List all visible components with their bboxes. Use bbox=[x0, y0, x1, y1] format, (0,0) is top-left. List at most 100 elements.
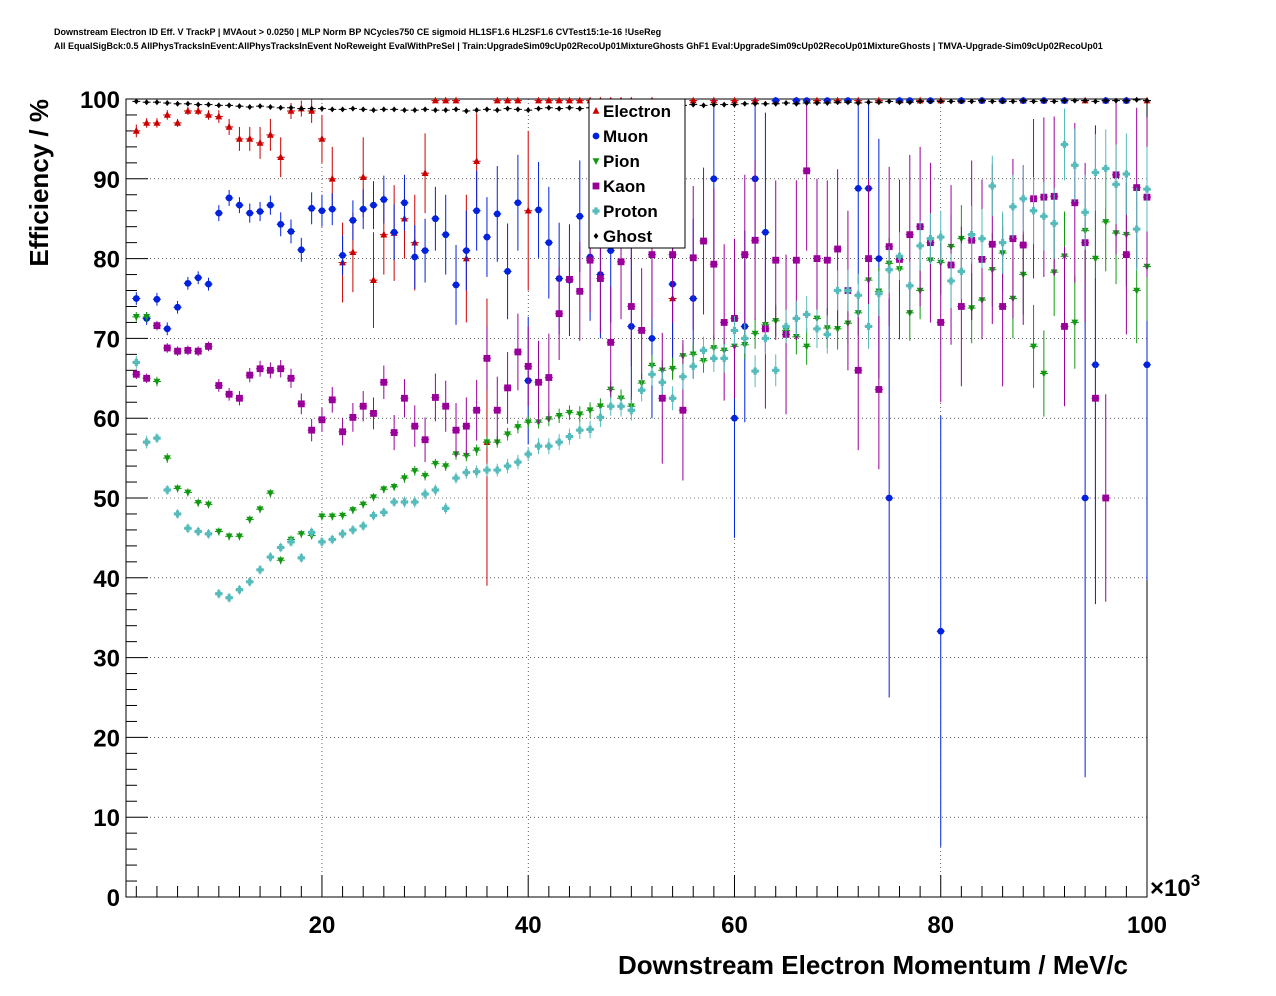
ghost-point bbox=[278, 104, 284, 111]
electron-point bbox=[277, 153, 285, 161]
muon-point bbox=[648, 335, 656, 342]
series-proton bbox=[132, 108, 1151, 603]
pion-point bbox=[194, 499, 202, 507]
electron-point bbox=[524, 206, 532, 214]
muon-point bbox=[132, 295, 140, 302]
muon-point bbox=[493, 210, 501, 218]
ghost-point bbox=[1000, 98, 1006, 105]
ghost-point bbox=[1020, 97, 1026, 104]
muon-point bbox=[504, 267, 511, 275]
pion-point bbox=[586, 407, 594, 415]
ghost-point bbox=[1010, 98, 1016, 105]
y-tick-label: 10 bbox=[93, 805, 120, 832]
electron-point bbox=[215, 112, 223, 120]
kaon-point bbox=[834, 245, 842, 253]
x-axis-multiplier-base: ×10 bbox=[1150, 875, 1191, 902]
muon-point bbox=[421, 247, 429, 255]
muon-point bbox=[318, 207, 326, 215]
proton-point bbox=[885, 266, 893, 274]
muon-point bbox=[225, 194, 233, 202]
x-tick-label: 40 bbox=[515, 912, 542, 939]
ghost-point bbox=[133, 98, 139, 105]
ghost-point bbox=[897, 99, 902, 106]
ghost-point bbox=[742, 100, 748, 107]
electron-point bbox=[442, 96, 450, 104]
proton-point bbox=[1050, 219, 1058, 228]
ghost-point bbox=[556, 105, 562, 112]
proton-point bbox=[1102, 164, 1110, 173]
ghost-point bbox=[835, 99, 841, 106]
electron-point bbox=[256, 138, 264, 146]
proton-point bbox=[844, 286, 852, 295]
ghost-point bbox=[360, 106, 366, 113]
kaon-point bbox=[349, 414, 357, 421]
pion-point bbox=[246, 516, 254, 524]
x-tick-label: 100 bbox=[1127, 912, 1167, 939]
proton-point bbox=[565, 432, 574, 441]
proton-point bbox=[328, 535, 336, 544]
kaon-point bbox=[277, 365, 285, 373]
ghost-point bbox=[185, 100, 191, 107]
kaon-point bbox=[576, 287, 584, 295]
kaon-point bbox=[246, 371, 254, 379]
x-tick-label: 80 bbox=[927, 912, 954, 939]
proton-point bbox=[514, 458, 522, 466]
proton-point bbox=[782, 322, 790, 331]
pion-point bbox=[256, 506, 264, 514]
legend-label-kaon: Kaon bbox=[603, 177, 646, 196]
electron-point bbox=[132, 126, 140, 134]
proton-point bbox=[710, 354, 718, 362]
ghost-point bbox=[948, 98, 954, 105]
y-tick-label: 60 bbox=[93, 406, 120, 433]
ghost-point bbox=[886, 98, 892, 105]
kaon-point bbox=[813, 255, 821, 262]
pion-point bbox=[370, 494, 377, 502]
proton-point bbox=[493, 466, 501, 474]
kaon-point bbox=[555, 310, 563, 318]
muon-point bbox=[215, 209, 223, 217]
y-tick-label: 20 bbox=[93, 725, 120, 752]
kaon-point bbox=[370, 410, 377, 417]
ghost-point bbox=[917, 98, 923, 105]
proton-point bbox=[380, 508, 388, 516]
proton-point bbox=[235, 586, 244, 594]
ghost-point bbox=[711, 101, 717, 108]
chart-header-line-2: All EqualSigBck:0.5 AllPhysTracksInEvent… bbox=[54, 41, 1103, 51]
ghost-point bbox=[195, 101, 201, 108]
electron-point bbox=[174, 118, 181, 126]
kaon-point bbox=[266, 366, 274, 374]
kaon-point bbox=[473, 406, 481, 414]
proton-point bbox=[988, 182, 996, 190]
ghost-point bbox=[928, 98, 933, 105]
proton-point bbox=[421, 490, 429, 498]
ghost-point bbox=[1031, 98, 1036, 105]
muon-point bbox=[731, 414, 738, 422]
series-kaon bbox=[132, 99, 1151, 602]
proton-point bbox=[648, 370, 656, 378]
electron-point bbox=[163, 110, 171, 118]
muon-point bbox=[473, 207, 481, 215]
proton-point bbox=[308, 528, 316, 536]
muon-point bbox=[328, 205, 336, 213]
ghost-point bbox=[752, 100, 758, 107]
ghost-point bbox=[1144, 97, 1150, 104]
proton-point bbox=[390, 498, 398, 506]
kaon-point bbox=[1071, 199, 1079, 207]
ghost-point bbox=[793, 100, 799, 107]
ghost-point bbox=[721, 101, 727, 108]
ghost-point bbox=[309, 105, 315, 112]
legend-marker-proton bbox=[592, 207, 600, 215]
kaon-point bbox=[493, 406, 501, 414]
kaon-point bbox=[803, 167, 811, 175]
proton-point bbox=[452, 474, 460, 482]
pion-point bbox=[834, 326, 842, 333]
kaon-point bbox=[318, 416, 326, 424]
electron-point bbox=[266, 130, 274, 138]
kaon-point bbox=[772, 256, 780, 264]
muon-point bbox=[359, 205, 367, 213]
proton-point bbox=[627, 406, 635, 414]
ghost-point bbox=[958, 98, 964, 105]
kaon-point bbox=[359, 402, 367, 410]
muon-point bbox=[442, 231, 450, 239]
pion-point bbox=[1030, 343, 1037, 351]
